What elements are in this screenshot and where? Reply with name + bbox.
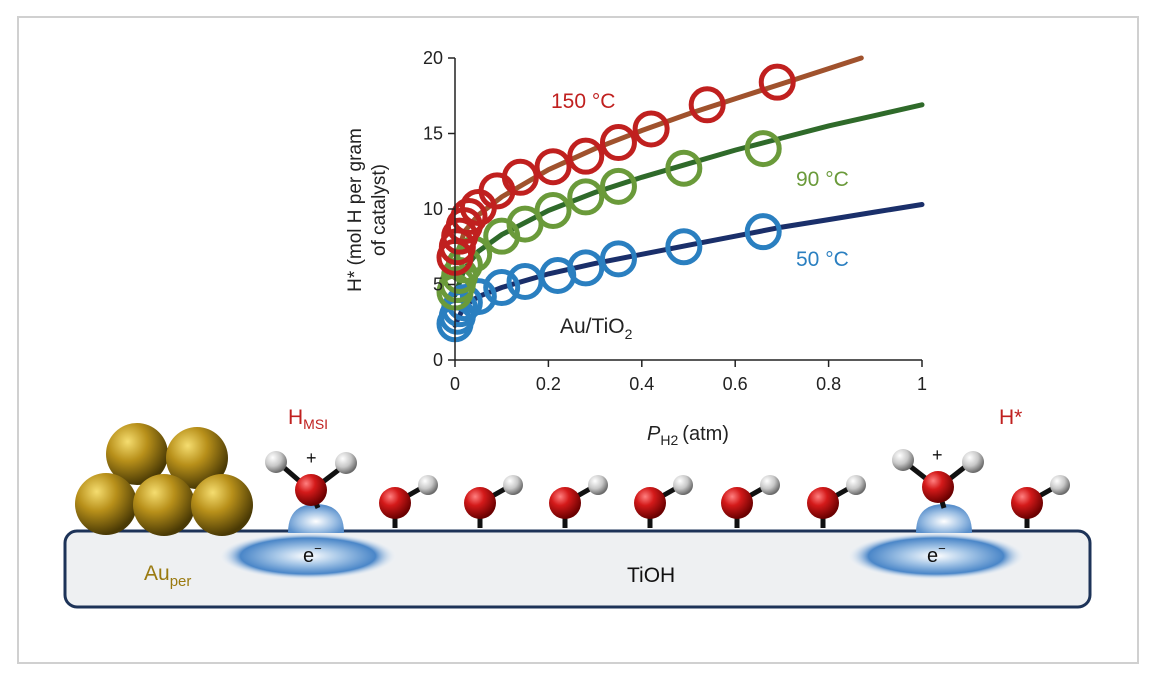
electron-charge-left: − bbox=[314, 541, 322, 556]
x-tick-label: 0.6 bbox=[723, 374, 748, 394]
catalyst-annotation: Au/TiO2 bbox=[560, 315, 633, 342]
schematic: e− e− + bbox=[63, 406, 1092, 609]
hydroxyl-group bbox=[634, 475, 693, 528]
hydroxyl-group bbox=[721, 475, 780, 528]
tioh-label: TiOH bbox=[627, 564, 675, 587]
chart-data-points bbox=[436, 63, 796, 343]
electron-symbol-left: e bbox=[303, 545, 314, 567]
data-point bbox=[665, 149, 703, 187]
data-point bbox=[599, 240, 637, 278]
h-msi-label: HMSI bbox=[288, 406, 328, 432]
hydroxyl-group bbox=[379, 475, 438, 528]
data-point bbox=[567, 178, 605, 216]
hydroxyl-group bbox=[549, 475, 608, 528]
x-tick-label: 0.8 bbox=[816, 374, 841, 394]
h-star-label: H* bbox=[999, 406, 1022, 429]
series-label-150: 150 °C bbox=[551, 90, 615, 113]
x-axis-label-unit: (atm) bbox=[682, 423, 729, 445]
electron-cloud-left bbox=[218, 532, 398, 580]
series-label-90: 90 °C bbox=[796, 168, 849, 191]
hydronium-right bbox=[892, 449, 984, 509]
y-axis-label-line1: H* (mol H per gram bbox=[345, 128, 366, 292]
data-point bbox=[599, 124, 637, 162]
x-axis-label: PH2 (atm) bbox=[647, 423, 729, 448]
data-point bbox=[758, 63, 796, 101]
electron-bump-right bbox=[916, 504, 972, 533]
x-axis-label-sub: H2 bbox=[660, 432, 678, 448]
data-point bbox=[632, 110, 670, 148]
y-axis-ticks: 0 5 10 15 20 bbox=[423, 48, 455, 370]
data-point bbox=[744, 130, 782, 168]
au-per-label: Auper bbox=[144, 562, 191, 590]
electron-label-right: e− bbox=[927, 541, 946, 567]
h-msi-label-main: H bbox=[288, 406, 303, 429]
x-tick-label: 0.2 bbox=[536, 374, 561, 394]
x-tick-label: 0 bbox=[450, 374, 460, 394]
data-point bbox=[501, 158, 539, 196]
h-msi-label-sub: MSI bbox=[303, 416, 328, 432]
x-tick-label: 1 bbox=[917, 374, 927, 394]
data-point bbox=[567, 249, 605, 287]
hydronium-left bbox=[265, 451, 357, 509]
data-point bbox=[483, 269, 521, 307]
hydronium-charge-right: + bbox=[932, 445, 943, 465]
electron-cloud-right bbox=[846, 532, 1026, 580]
data-point bbox=[459, 278, 497, 316]
chart: 0 5 10 15 20 0 0.2 0.4 0.6 0.8 1 H* (mol H per gr… bbox=[345, 48, 927, 448]
catalyst-annotation-main: Au/TiO bbox=[560, 315, 625, 338]
data-point bbox=[534, 192, 572, 230]
data-point bbox=[688, 86, 726, 124]
x-tick-label: 0.4 bbox=[629, 374, 654, 394]
series-label-50: 50 °C bbox=[796, 248, 849, 271]
hydroxyl-group bbox=[807, 475, 866, 528]
hydroxyl-group bbox=[1011, 475, 1070, 528]
data-point bbox=[534, 148, 572, 186]
surface-hydroxyls bbox=[379, 475, 1070, 528]
y-tick-label: 5 bbox=[433, 275, 443, 295]
y-tick-label: 15 bbox=[423, 124, 443, 144]
hydronium-charge-left: + bbox=[306, 448, 317, 468]
data-point bbox=[744, 213, 782, 251]
data-point bbox=[567, 137, 605, 175]
electron-bump-left bbox=[288, 504, 344, 533]
y-tick-label: 10 bbox=[423, 199, 443, 219]
x-axis-label-main: P bbox=[647, 423, 661, 445]
data-point bbox=[450, 198, 488, 236]
electron-symbol-right: e bbox=[927, 545, 938, 567]
y-tick-label: 20 bbox=[423, 48, 443, 68]
y-tick-label: 0 bbox=[433, 350, 443, 370]
hydroxyl-group bbox=[464, 475, 523, 528]
catalyst-annotation-sub: 2 bbox=[625, 326, 633, 342]
au-per-label-main: Au bbox=[144, 562, 170, 585]
fit-curve bbox=[452, 102, 925, 298]
data-point bbox=[665, 228, 703, 266]
gold-nanoparticle-cluster bbox=[75, 423, 253, 536]
data-point bbox=[445, 246, 483, 284]
electron-label-left: e− bbox=[303, 541, 322, 567]
au-per-label-sub: per bbox=[170, 573, 192, 590]
x-axis-ticks: 0 0.2 0.4 0.6 0.8 1 bbox=[450, 360, 927, 394]
data-point bbox=[599, 167, 637, 205]
y-axis-label-line2: of catalyst) bbox=[369, 164, 390, 256]
electron-charge-right: − bbox=[938, 541, 946, 556]
